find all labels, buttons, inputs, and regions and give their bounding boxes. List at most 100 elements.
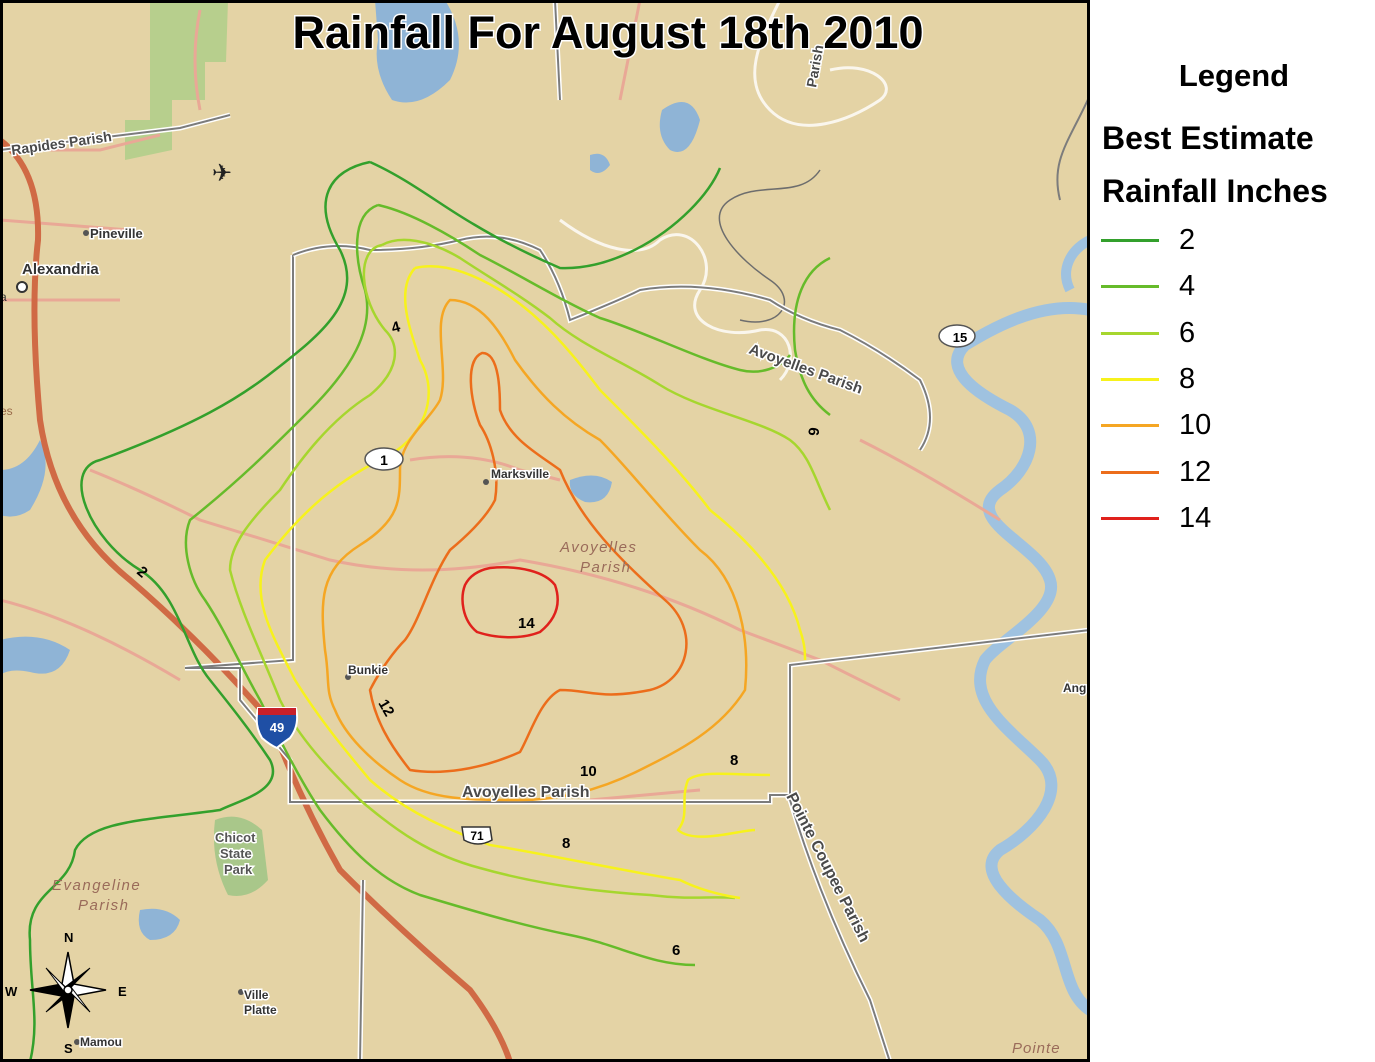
contour-label-14: 14 xyxy=(518,615,535,632)
legend-swatch xyxy=(1101,331,1159,335)
svg-text:71: 71 xyxy=(470,829,484,843)
contour-8 xyxy=(259,265,807,900)
bunkie-label: Bunkie xyxy=(348,663,388,677)
svg-text:1: 1 xyxy=(380,452,388,468)
contour-4 xyxy=(184,203,831,967)
contour-label-12: 12 xyxy=(375,697,398,720)
legend-label: 6 xyxy=(1179,316,1196,349)
alexandria-label: Alexandria xyxy=(22,261,99,278)
lake-evangeline xyxy=(138,908,180,940)
park-label: Park xyxy=(224,862,253,877)
highway-15-shield: 15 xyxy=(938,324,976,348)
lake-north xyxy=(375,0,459,103)
minor-roads xyxy=(0,0,1001,802)
forest-area-north xyxy=(125,0,228,160)
ville-platte-marker xyxy=(238,989,244,995)
contour-10 xyxy=(321,298,748,802)
state-label: State xyxy=(220,846,252,861)
legend-item-10: 10 xyxy=(1101,407,1361,443)
compass-e-label: E xyxy=(118,984,127,999)
bunkie-marker xyxy=(345,674,351,680)
legend-swatch xyxy=(1101,424,1159,428)
ville-label: Ville xyxy=(244,988,269,1002)
legend-item-4: 4 xyxy=(1101,268,1361,304)
contour-label-8-south: 8 xyxy=(562,835,570,852)
svg-text:15: 15 xyxy=(953,330,967,345)
alexandria-marker xyxy=(16,281,28,293)
legend-subtitle-line2: Rainfall Inches xyxy=(1102,173,1328,209)
legend-heading: Legend xyxy=(1178,58,1290,93)
pointe-label: Pointe xyxy=(1012,1040,1061,1057)
evangeline-parish-word-label: Parish xyxy=(78,897,130,914)
legend-swatch xyxy=(1101,470,1159,474)
bayou-lines xyxy=(559,0,888,382)
contour-label-6-east: 6 xyxy=(804,427,822,437)
compass-w-label: W xyxy=(5,984,18,999)
pineville-marker xyxy=(83,230,89,236)
legend-label: 8 xyxy=(1179,362,1196,395)
contour-label-6-south: 6 xyxy=(672,942,680,959)
river-branch xyxy=(1061,235,1090,293)
terrain-background xyxy=(0,0,1090,1062)
map-canvas[interactable]: ✈ 1 49 71 15 Rapides Parish Pineville Al… xyxy=(0,0,1090,1062)
avoyelles-parish-s-label: Avoyelles Parish xyxy=(462,784,589,801)
us-71-shield: 71 xyxy=(461,826,493,845)
marksville-marker xyxy=(483,479,489,485)
legend-panel: Legend Best Estimate Rainfall Inches 2 4 6… xyxy=(1093,0,1375,600)
compass-s-label: S xyxy=(64,1041,73,1056)
map-panel[interactable]: ✈ 1 49 71 15 Rapides Parish Pineville Al… xyxy=(0,0,1090,1062)
svg-text:49: 49 xyxy=(270,720,284,735)
contour-2 xyxy=(28,160,722,1062)
parish-boundaries xyxy=(0,0,1090,1062)
highway-1-shield: 1 xyxy=(364,447,404,471)
compass-rose: N S E W xyxy=(5,930,127,1056)
contour-label-8-east: 8 xyxy=(730,752,738,769)
map-border xyxy=(0,0,1090,1062)
bayou-grey xyxy=(718,169,821,323)
avoyelles-parish-word-label: Parish xyxy=(580,559,632,576)
contour-label-10: 10 xyxy=(580,763,597,780)
interstate-49-shield: 49 xyxy=(255,707,299,750)
chicot-label: Chicot xyxy=(215,830,256,845)
lake-marksville xyxy=(569,475,612,503)
legend-subtitle-line1: Best Estimate xyxy=(1102,120,1314,156)
legend-item-14: 14 xyxy=(1101,500,1361,536)
legend-label: 14 xyxy=(1179,501,1212,534)
legend-item-2: 2 xyxy=(1101,222,1361,258)
evangeline-label: Evangeline xyxy=(52,877,141,894)
legend-swatch xyxy=(1101,377,1159,381)
legend-label: 10 xyxy=(1179,409,1212,442)
platte-label: Platte xyxy=(244,1003,277,1017)
chicot-park-area xyxy=(213,816,268,896)
legend-item-8: 8 xyxy=(1101,361,1361,397)
partial-a-label: a xyxy=(0,290,7,304)
contour-12 xyxy=(368,351,688,774)
contour-14 xyxy=(461,566,559,639)
pineville-label: Pineville xyxy=(90,226,143,241)
river-main xyxy=(951,302,1090,1015)
lake-southwest xyxy=(0,636,70,675)
map-title: Rainfall For August 18th 2010 xyxy=(293,7,924,58)
airport-icon: ✈ xyxy=(212,160,232,187)
legend-label: 12 xyxy=(1179,455,1212,488)
partial-es-label: es xyxy=(0,404,13,418)
legend-label: 4 xyxy=(1179,270,1196,303)
legend-swatch xyxy=(1101,516,1159,520)
interstate-49-road xyxy=(0,137,513,1062)
mamou-marker xyxy=(74,1039,80,1045)
ang-label: Ang xyxy=(1063,681,1086,695)
pond xyxy=(590,153,610,174)
legend-label: 2 xyxy=(1179,224,1196,256)
lake-west xyxy=(0,440,46,517)
legend-item-12: 12 xyxy=(1101,454,1361,490)
contour-6 xyxy=(228,238,832,900)
mamou-label: Mamou xyxy=(80,1035,122,1049)
legend-swatch xyxy=(1101,285,1159,289)
rainfall-contours xyxy=(28,160,832,1062)
avoyelles-center-label: Avoyelles xyxy=(559,539,637,556)
lake-northeast xyxy=(659,102,700,152)
legend-swatch xyxy=(1101,239,1159,242)
legend-item-6: 6 xyxy=(1101,315,1361,351)
compass-n-label: N xyxy=(64,930,73,945)
marksville-label: Marksville xyxy=(491,467,549,481)
